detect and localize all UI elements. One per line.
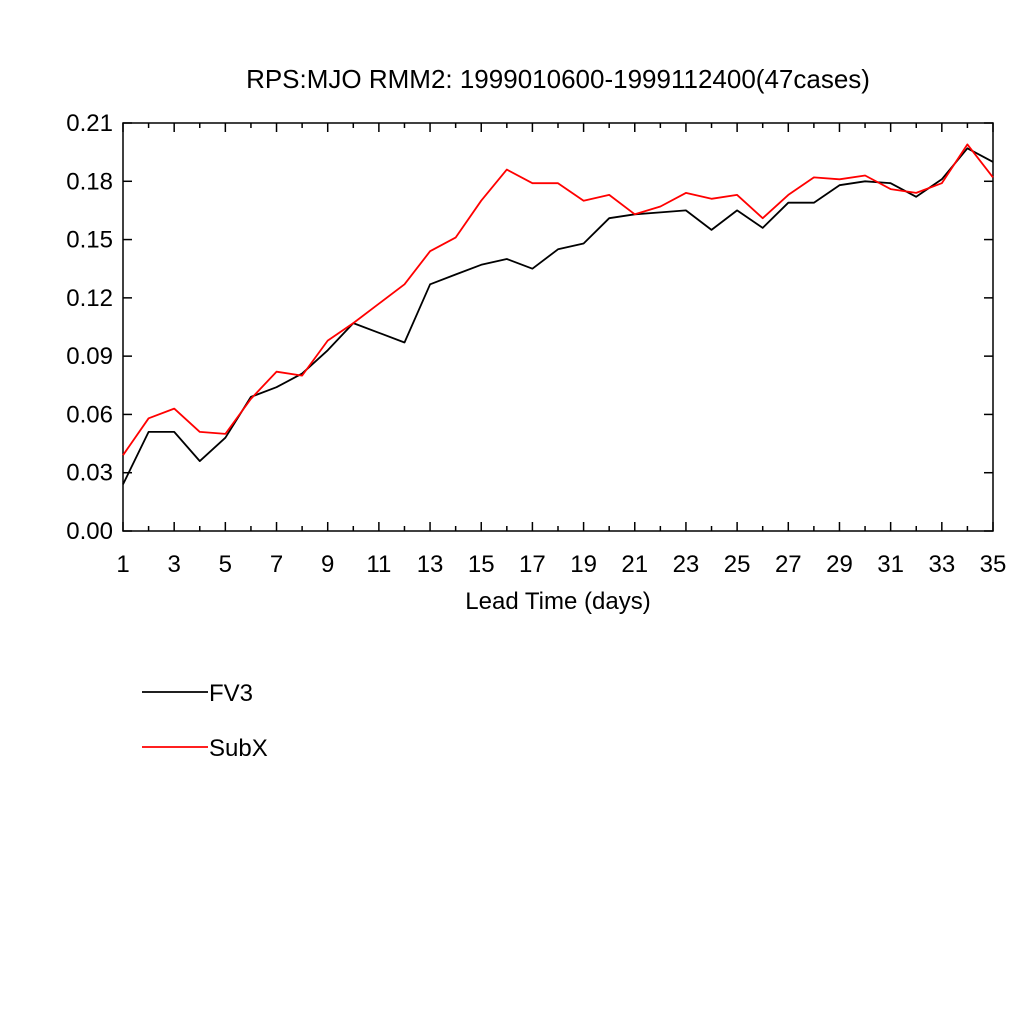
x-tick-label: 35 xyxy=(980,551,1007,578)
y-tick-label: 0.09 xyxy=(66,343,113,370)
y-tick-label: 0.18 xyxy=(66,168,113,195)
x-tick-label: 1 xyxy=(116,551,129,578)
x-tick-label: 7 xyxy=(270,551,283,578)
x-tick-label: 13 xyxy=(417,551,444,578)
x-axis: 1 3 5 7 9 11 13 15 17 19 21 23 25 27 29 31 33 35 xyxy=(116,123,1006,578)
y-axis: 0.00 0.03 0.06 0.09 0.12 0.15 0.18 0.21 xyxy=(66,110,993,545)
legend-label-fv3: FV3 xyxy=(209,680,253,707)
y-tick-label: 0.03 xyxy=(66,460,113,487)
y-tick-label: 0.06 xyxy=(66,401,113,428)
x-tick-label: 25 xyxy=(724,551,751,578)
series-line-fv3 xyxy=(122,147,994,485)
y-tick-label: 0.15 xyxy=(66,227,113,254)
x-tick-label: 21 xyxy=(621,551,648,578)
x-tick-label: 27 xyxy=(775,551,802,578)
x-axis-label: Lead Time (days) xyxy=(465,588,650,615)
y-tick-label: 0.00 xyxy=(66,518,113,545)
series-lines xyxy=(122,143,994,485)
x-tick-label: 23 xyxy=(673,551,700,578)
x-tick-label: 15 xyxy=(468,551,495,578)
x-tick-label: 33 xyxy=(928,551,955,578)
chart-title: RPS:MJO RMM2: 1999010600-1999112400(47ca… xyxy=(246,64,870,94)
x-tick-label: 11 xyxy=(366,551,391,578)
x-tick-label: 17 xyxy=(519,551,546,578)
x-tick-label: 5 xyxy=(219,551,232,578)
y-tick-label: 0.12 xyxy=(66,285,113,312)
series-line-subx xyxy=(122,143,994,456)
x-tick-label: 3 xyxy=(167,551,180,578)
x-tick-label: 19 xyxy=(570,551,597,578)
legend: FV3 SubX xyxy=(142,680,268,762)
x-tick-label: 31 xyxy=(877,551,904,578)
y-tick-label: 0.21 xyxy=(66,110,113,137)
legend-label-subx: SubX xyxy=(209,735,268,762)
x-tick-label: 29 xyxy=(826,551,853,578)
x-tick-label: 9 xyxy=(321,551,334,578)
